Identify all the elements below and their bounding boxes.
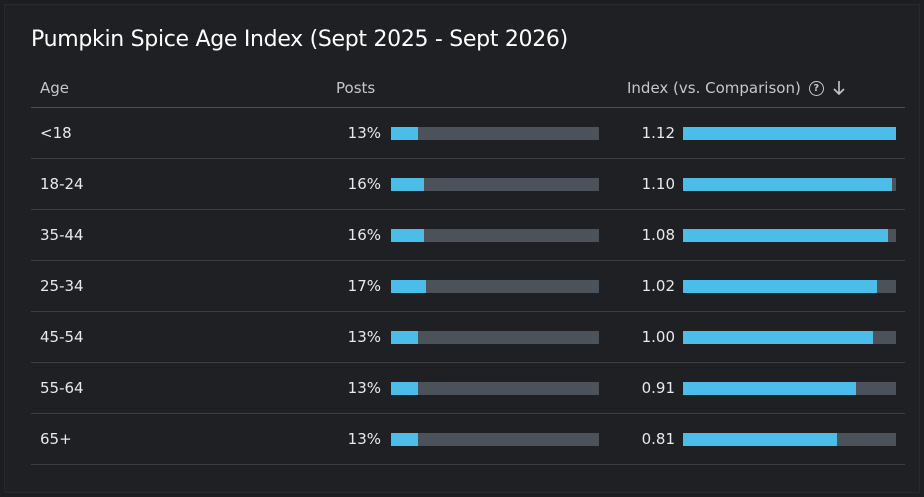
posts-bar-track <box>391 433 599 446</box>
posts-bar-fill <box>391 433 419 446</box>
column-header-index[interactable]: Index (vs. Comparison) ? <box>627 79 846 97</box>
posts-value: 13% <box>347 379 381 397</box>
index-bar-track <box>683 127 896 140</box>
age-label: 18-24 <box>40 175 84 193</box>
arrow-down-icon[interactable] <box>832 80 846 96</box>
age-label: 45-54 <box>40 328 84 346</box>
table-row[interactable]: 25-34 17% 1.02 <box>31 261 905 312</box>
column-header-index-label: Index (vs. Comparison) <box>627 79 801 97</box>
index-bar-track <box>683 433 896 446</box>
posts-bar-track <box>391 229 599 242</box>
posts-bar-track <box>391 331 599 344</box>
posts-value: 13% <box>347 328 381 346</box>
table-row[interactable]: 55-64 13% 0.91 <box>31 363 905 414</box>
posts-value: 16% <box>347 175 381 193</box>
table-header: Age Posts Index (vs. Comparison) ? <box>31 71 905 108</box>
index-bar-fill <box>683 178 893 191</box>
age-index-table: Age Posts Index (vs. Comparison) ? <18 13… <box>31 71 905 465</box>
index-bar-track <box>683 178 896 191</box>
table-row[interactable]: 65+ 13% 0.81 <box>31 414 905 465</box>
index-bar-track <box>683 331 896 344</box>
column-header-posts[interactable]: Posts <box>336 79 376 97</box>
age-label: 35-44 <box>40 226 84 244</box>
age-label: <18 <box>40 124 72 142</box>
index-bar-fill <box>683 280 877 293</box>
posts-bar-fill <box>391 280 427 293</box>
index-value: 1.12 <box>641 124 675 142</box>
table-body: <18 13% 1.12 18-24 16% 1.10 35-44 16% 1.08 25-34 1… <box>31 108 905 465</box>
index-value: 0.81 <box>641 430 675 448</box>
age-label: 55-64 <box>40 379 84 397</box>
table-row[interactable]: 45-54 13% 1.00 <box>31 312 905 363</box>
posts-value: 17% <box>347 277 381 295</box>
posts-value: 16% <box>347 226 381 244</box>
age-index-card: Pumpkin Spice Age Index (Sept 2025 - Sep… <box>4 4 920 493</box>
age-label: 25-34 <box>40 277 84 295</box>
age-label: 65+ <box>40 430 72 448</box>
posts-bar-track <box>391 127 599 140</box>
posts-bar-fill <box>391 178 425 191</box>
posts-bar-fill <box>391 382 419 395</box>
index-bar-track <box>683 280 896 293</box>
index-bar-track <box>683 382 896 395</box>
index-value: 1.10 <box>641 175 675 193</box>
table-row[interactable]: 35-44 16% 1.08 <box>31 210 905 261</box>
posts-bar-fill <box>391 127 419 140</box>
table-row[interactable]: <18 13% 1.12 <box>31 108 905 159</box>
posts-bar-fill <box>391 331 419 344</box>
index-value: 1.08 <box>641 226 675 244</box>
index-bar-fill <box>683 433 838 446</box>
posts-bar-track <box>391 382 599 395</box>
index-bar-track <box>683 229 896 242</box>
index-bar-fill <box>683 229 889 242</box>
index-value: 1.00 <box>641 328 675 346</box>
index-value: 1.02 <box>641 277 675 295</box>
index-bar-fill <box>683 127 896 140</box>
posts-value: 13% <box>347 124 381 142</box>
posts-value: 13% <box>347 430 381 448</box>
table-row[interactable]: 18-24 16% 1.10 <box>31 159 905 210</box>
index-value: 0.91 <box>641 379 675 397</box>
posts-bar-track <box>391 280 599 293</box>
posts-bar-track <box>391 178 599 191</box>
index-bar-fill <box>683 382 857 395</box>
question-circle-icon[interactable]: ? <box>808 80 824 96</box>
column-header-age[interactable]: Age <box>40 79 70 97</box>
posts-bar-fill <box>391 229 425 242</box>
index-bar-fill <box>683 331 874 344</box>
card-title: Pumpkin Spice Age Index (Sept 2025 - Sep… <box>31 27 568 52</box>
